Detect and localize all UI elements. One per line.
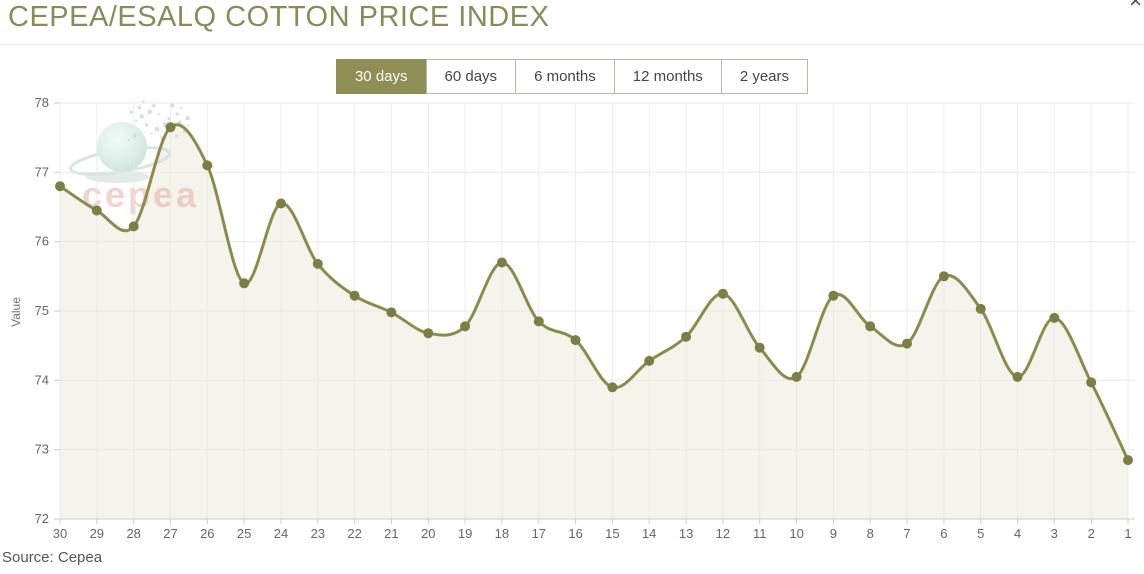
svg-text:21: 21 (384, 526, 398, 541)
tab-12-months[interactable]: 12 months (613, 59, 722, 94)
data-point[interactable]: 23: 75.68 (312, 258, 323, 269)
svg-text:24: 24 (274, 526, 288, 541)
tab-2-years[interactable]: 2 years (720, 59, 809, 94)
svg-text:12: 12 (716, 526, 730, 541)
svg-text:7: 7 (903, 526, 910, 541)
svg-text:6: 6 (940, 526, 947, 541)
data-point[interactable]: 18: 75.70 (496, 257, 507, 268)
data-point[interactable]: 26: 77.10 (202, 160, 213, 171)
y-axis-labels: 72 73 74 75 76 77 78 (35, 95, 49, 526)
data-point[interactable]: 20: 74.68 (423, 328, 434, 339)
source-label: Source: Cepea (2, 549, 103, 566)
svg-text:14: 14 (642, 526, 656, 541)
y-axis-title: Value (9, 297, 23, 327)
svg-text:4: 4 (1014, 526, 1021, 541)
svg-text:3: 3 (1051, 526, 1058, 541)
svg-text:1: 1 (1124, 526, 1131, 541)
data-point[interactable]: 22: 75.22 (349, 290, 360, 301)
svg-text:73: 73 (35, 442, 49, 457)
data-point[interactable]: 25: 75.40 (239, 278, 250, 289)
series-line (58, 123, 1130, 462)
svg-text:76: 76 (35, 234, 49, 249)
svg-text:15: 15 (605, 526, 619, 541)
data-point[interactable]: 1: 72.85 (1123, 455, 1133, 466)
svg-text:18: 18 (495, 526, 509, 541)
svg-text:16: 16 (568, 526, 582, 541)
svg-text:28: 28 (126, 526, 140, 541)
data-point[interactable]: 24: 76.55 (276, 198, 286, 209)
data-point[interactable]: 16: 74.58 (570, 335, 581, 346)
chart-footer: Source: Cepea (0, 545, 1144, 567)
data-point[interactable]: 27: 77.65 (165, 122, 176, 133)
page-title: CEPEA/ESALQ COTTON PRICE INDEX (8, 1, 550, 33)
svg-text:20: 20 (421, 526, 435, 541)
data-point[interactable]: 19: 74.78 (460, 321, 471, 332)
svg-text:13: 13 (679, 526, 693, 541)
data-point[interactable]: 9: 75.22 (828, 290, 839, 301)
svg-text:17: 17 (532, 526, 546, 541)
svg-text:25: 25 (237, 526, 251, 541)
svg-text:22: 22 (347, 526, 361, 541)
data-point[interactable]: 5: 75.03 (975, 303, 986, 314)
data-point[interactable]: 12: 75.25 (717, 288, 728, 299)
svg-text:23: 23 (311, 526, 325, 541)
data-point[interactable]: 7: 74.53 (902, 338, 912, 349)
data-point[interactable]: 8: 74.78 (865, 321, 876, 332)
tab-6-months[interactable]: 6 months (515, 59, 615, 94)
data-point[interactable]: 4: 74.05 (1012, 371, 1023, 382)
tab-60-days[interactable]: 60 days (425, 59, 517, 94)
data-point[interactable]: 17: 74.85 (533, 316, 544, 327)
svg-text:74: 74 (35, 372, 49, 387)
svg-text:27: 27 (163, 526, 177, 541)
chart-header: CEPEA/ESALQ COTTON PRICE INDEX × (0, 0, 1144, 45)
svg-text:77: 77 (35, 164, 49, 179)
svg-text:29: 29 (90, 526, 104, 541)
close-icon[interactable]: × (1129, 0, 1142, 12)
series-markers: 30: 76.80 29: 76.45 28: 76.22 27: 77.65 26: … (55, 122, 1133, 466)
data-point[interactable]: 29: 76.45 (91, 205, 102, 216)
data-point[interactable]: 2: 73.97 (1086, 377, 1097, 388)
data-point[interactable]: 15: 73.90 (607, 382, 618, 393)
data-point[interactable]: 30: 76.80 (55, 181, 65, 192)
data-point[interactable]: 28: 76.22 (128, 221, 139, 232)
data-point[interactable]: 13: 74.63 (681, 331, 692, 342)
series-area-fill (60, 124, 1128, 520)
svg-text:10: 10 (789, 526, 803, 541)
svg-text:78: 78 (35, 95, 49, 110)
chart-area: Value cepea 72 73 74 75 76 77 78 30 29 28 27 26 25 24 2… (0, 95, 1144, 545)
tab-30-days[interactable]: 30 days (335, 59, 427, 94)
data-point[interactable]: 14: 74.28 (644, 355, 655, 366)
svg-text:30: 30 (53, 526, 67, 541)
data-point[interactable]: 21: 74.98 (386, 307, 397, 318)
axes (54, 102, 1135, 524)
svg-text:26: 26 (200, 526, 214, 541)
data-point[interactable]: 3: 74.90 (1049, 312, 1060, 323)
svg-text:2: 2 (1088, 526, 1095, 541)
period-tab-bar: 30 days 60 days 6 months 12 months 2 years (0, 59, 1144, 94)
svg-text:8: 8 (867, 526, 874, 541)
svg-text:75: 75 (35, 303, 49, 318)
svg-text:5: 5 (977, 526, 984, 541)
data-point[interactable]: 11: 74.47 (754, 342, 765, 353)
svg-text:72: 72 (35, 511, 49, 526)
svg-text:19: 19 (458, 526, 472, 541)
gridlines (59, 102, 1135, 520)
svg-text:9: 9 (830, 526, 837, 541)
data-point[interactable]: 10: 74.05 (791, 371, 802, 382)
cepea-globe-watermark: cepea (69, 100, 196, 215)
svg-text:11: 11 (753, 526, 767, 541)
x-axis-labels: 30 29 28 27 26 25 24 23 22 21 20 19 18 17 16 15 14 13 12 11… (53, 526, 1132, 541)
data-point[interactable]: 6: 75.50 (938, 271, 949, 282)
